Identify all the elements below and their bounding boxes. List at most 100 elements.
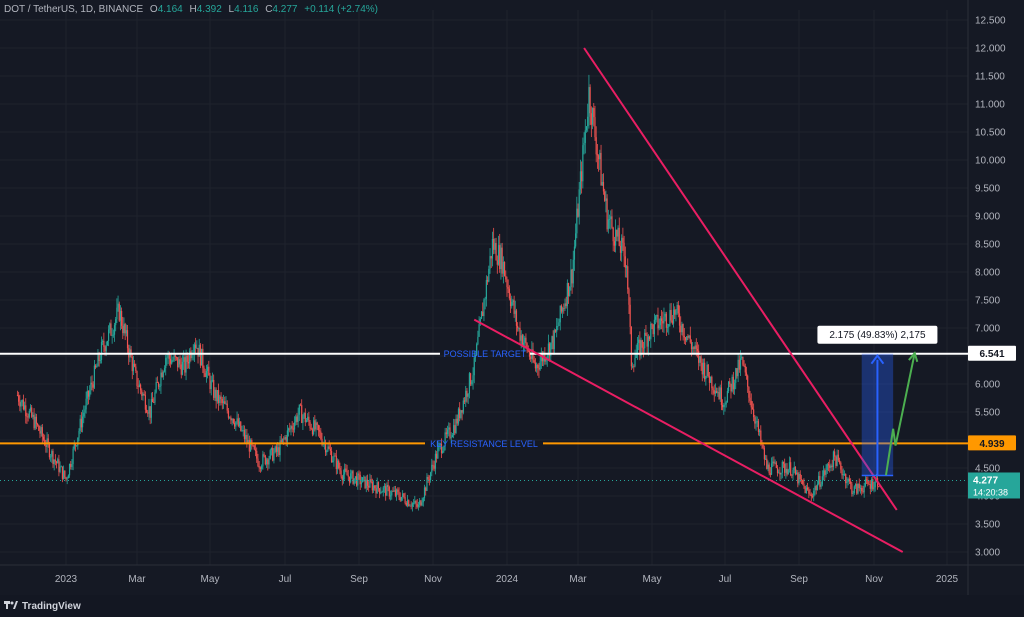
candle-body [287, 428, 290, 431]
candle-body [470, 373, 472, 385]
candle-body [732, 376, 734, 390]
candle-body [506, 279, 508, 288]
candle-body [486, 280, 489, 282]
candle-body [546, 355, 548, 359]
candle-body [191, 354, 193, 359]
candle-body [281, 438, 284, 442]
candle-body [617, 227, 619, 237]
symbol-title[interactable]: DOT / TetherUS, 1D, BINANCE [4, 4, 144, 15]
candle-body [782, 461, 785, 464]
candle-body [297, 414, 299, 422]
candle-body [678, 313, 681, 326]
candle-body [394, 490, 396, 496]
candle-body [429, 472, 432, 480]
candle-body [222, 401, 225, 404]
candle-body [658, 325, 660, 329]
candle-body [594, 117, 596, 138]
candle-body [848, 478, 851, 482]
candle-body [444, 432, 446, 447]
candle-body [229, 417, 231, 419]
candle-body [557, 325, 559, 327]
trendline [473, 318, 904, 553]
candle-body [216, 390, 218, 402]
candle-body [365, 479, 367, 489]
candle-body [824, 470, 826, 475]
target-level-label: POSSIBLE TARGET [444, 349, 527, 359]
candle-body [393, 490, 395, 492]
trendlines [473, 47, 904, 553]
candle-body [514, 310, 516, 314]
candle-body [434, 453, 437, 469]
candle-body [103, 340, 105, 347]
candle-body [220, 396, 222, 400]
price-levels: POSSIBLE TARGET KEY RESISTANCE LEVEL [0, 349, 968, 481]
candle-body [866, 479, 868, 481]
candle-body [408, 500, 410, 507]
candle-body [600, 152, 602, 186]
candle-body [215, 389, 217, 402]
candle-body [741, 356, 743, 359]
candle-body [61, 466, 64, 479]
candle-body [72, 448, 74, 465]
candle-body [527, 350, 529, 352]
candle-body [385, 486, 387, 496]
candle-body [816, 484, 819, 490]
candle-body [403, 493, 405, 498]
candle-body [629, 304, 631, 327]
candle-body [595, 137, 597, 155]
candle-body [825, 470, 827, 475]
candle-body [474, 355, 477, 358]
candle-body [621, 237, 623, 253]
candle-body [635, 353, 637, 359]
candle-body [370, 479, 372, 483]
open-label: O [149, 4, 158, 15]
candle-body [680, 325, 682, 333]
candle-body [333, 455, 335, 461]
candle-body [479, 318, 481, 325]
candle-body [689, 335, 691, 343]
candle-body [345, 468, 347, 471]
candle-body [832, 451, 835, 468]
candle-body [587, 116, 589, 127]
candle-body [478, 324, 480, 337]
candle-body [279, 440, 281, 456]
candle-body [572, 259, 574, 284]
candle-body [515, 310, 518, 326]
candle-body [638, 339, 640, 343]
last-price-badge: 4.277 [973, 475, 998, 486]
candle-body [818, 476, 820, 485]
candle-body [154, 392, 156, 403]
resistance-price-badge: 4.939 [979, 439, 1004, 450]
candle-body [454, 425, 456, 433]
candle-body [618, 227, 620, 246]
candle-body [437, 447, 439, 459]
candle-body [190, 351, 192, 359]
x-tick-label: Sep [350, 574, 368, 585]
candle-body [781, 461, 783, 473]
candle-body [87, 390, 90, 397]
candle-body [19, 401, 21, 407]
candle-body [602, 182, 605, 192]
candle-body [392, 491, 394, 493]
candle-body [209, 375, 211, 390]
candle-body [411, 503, 413, 507]
y-tick-label: 7.000 [975, 324, 1000, 335]
candle-body [494, 243, 496, 250]
candle-body [272, 447, 274, 461]
tradingview-logo[interactable]: TradingView [4, 600, 81, 612]
candle-body [800, 479, 803, 480]
candle-body [577, 208, 579, 217]
candle-body [660, 318, 663, 321]
candle-body [285, 437, 287, 442]
candle-body [641, 340, 643, 348]
candle-body [870, 479, 873, 489]
candle-body [820, 484, 822, 487]
candle-body [766, 458, 768, 469]
candle-body [722, 404, 724, 408]
candle-body [336, 460, 339, 470]
symbol-header[interactable]: DOT / TetherUS, 1D, BINANCE O4.164 H4.39… [4, 4, 378, 15]
candle-body [161, 372, 163, 377]
candle-body [508, 288, 510, 299]
candle-body [371, 482, 373, 491]
